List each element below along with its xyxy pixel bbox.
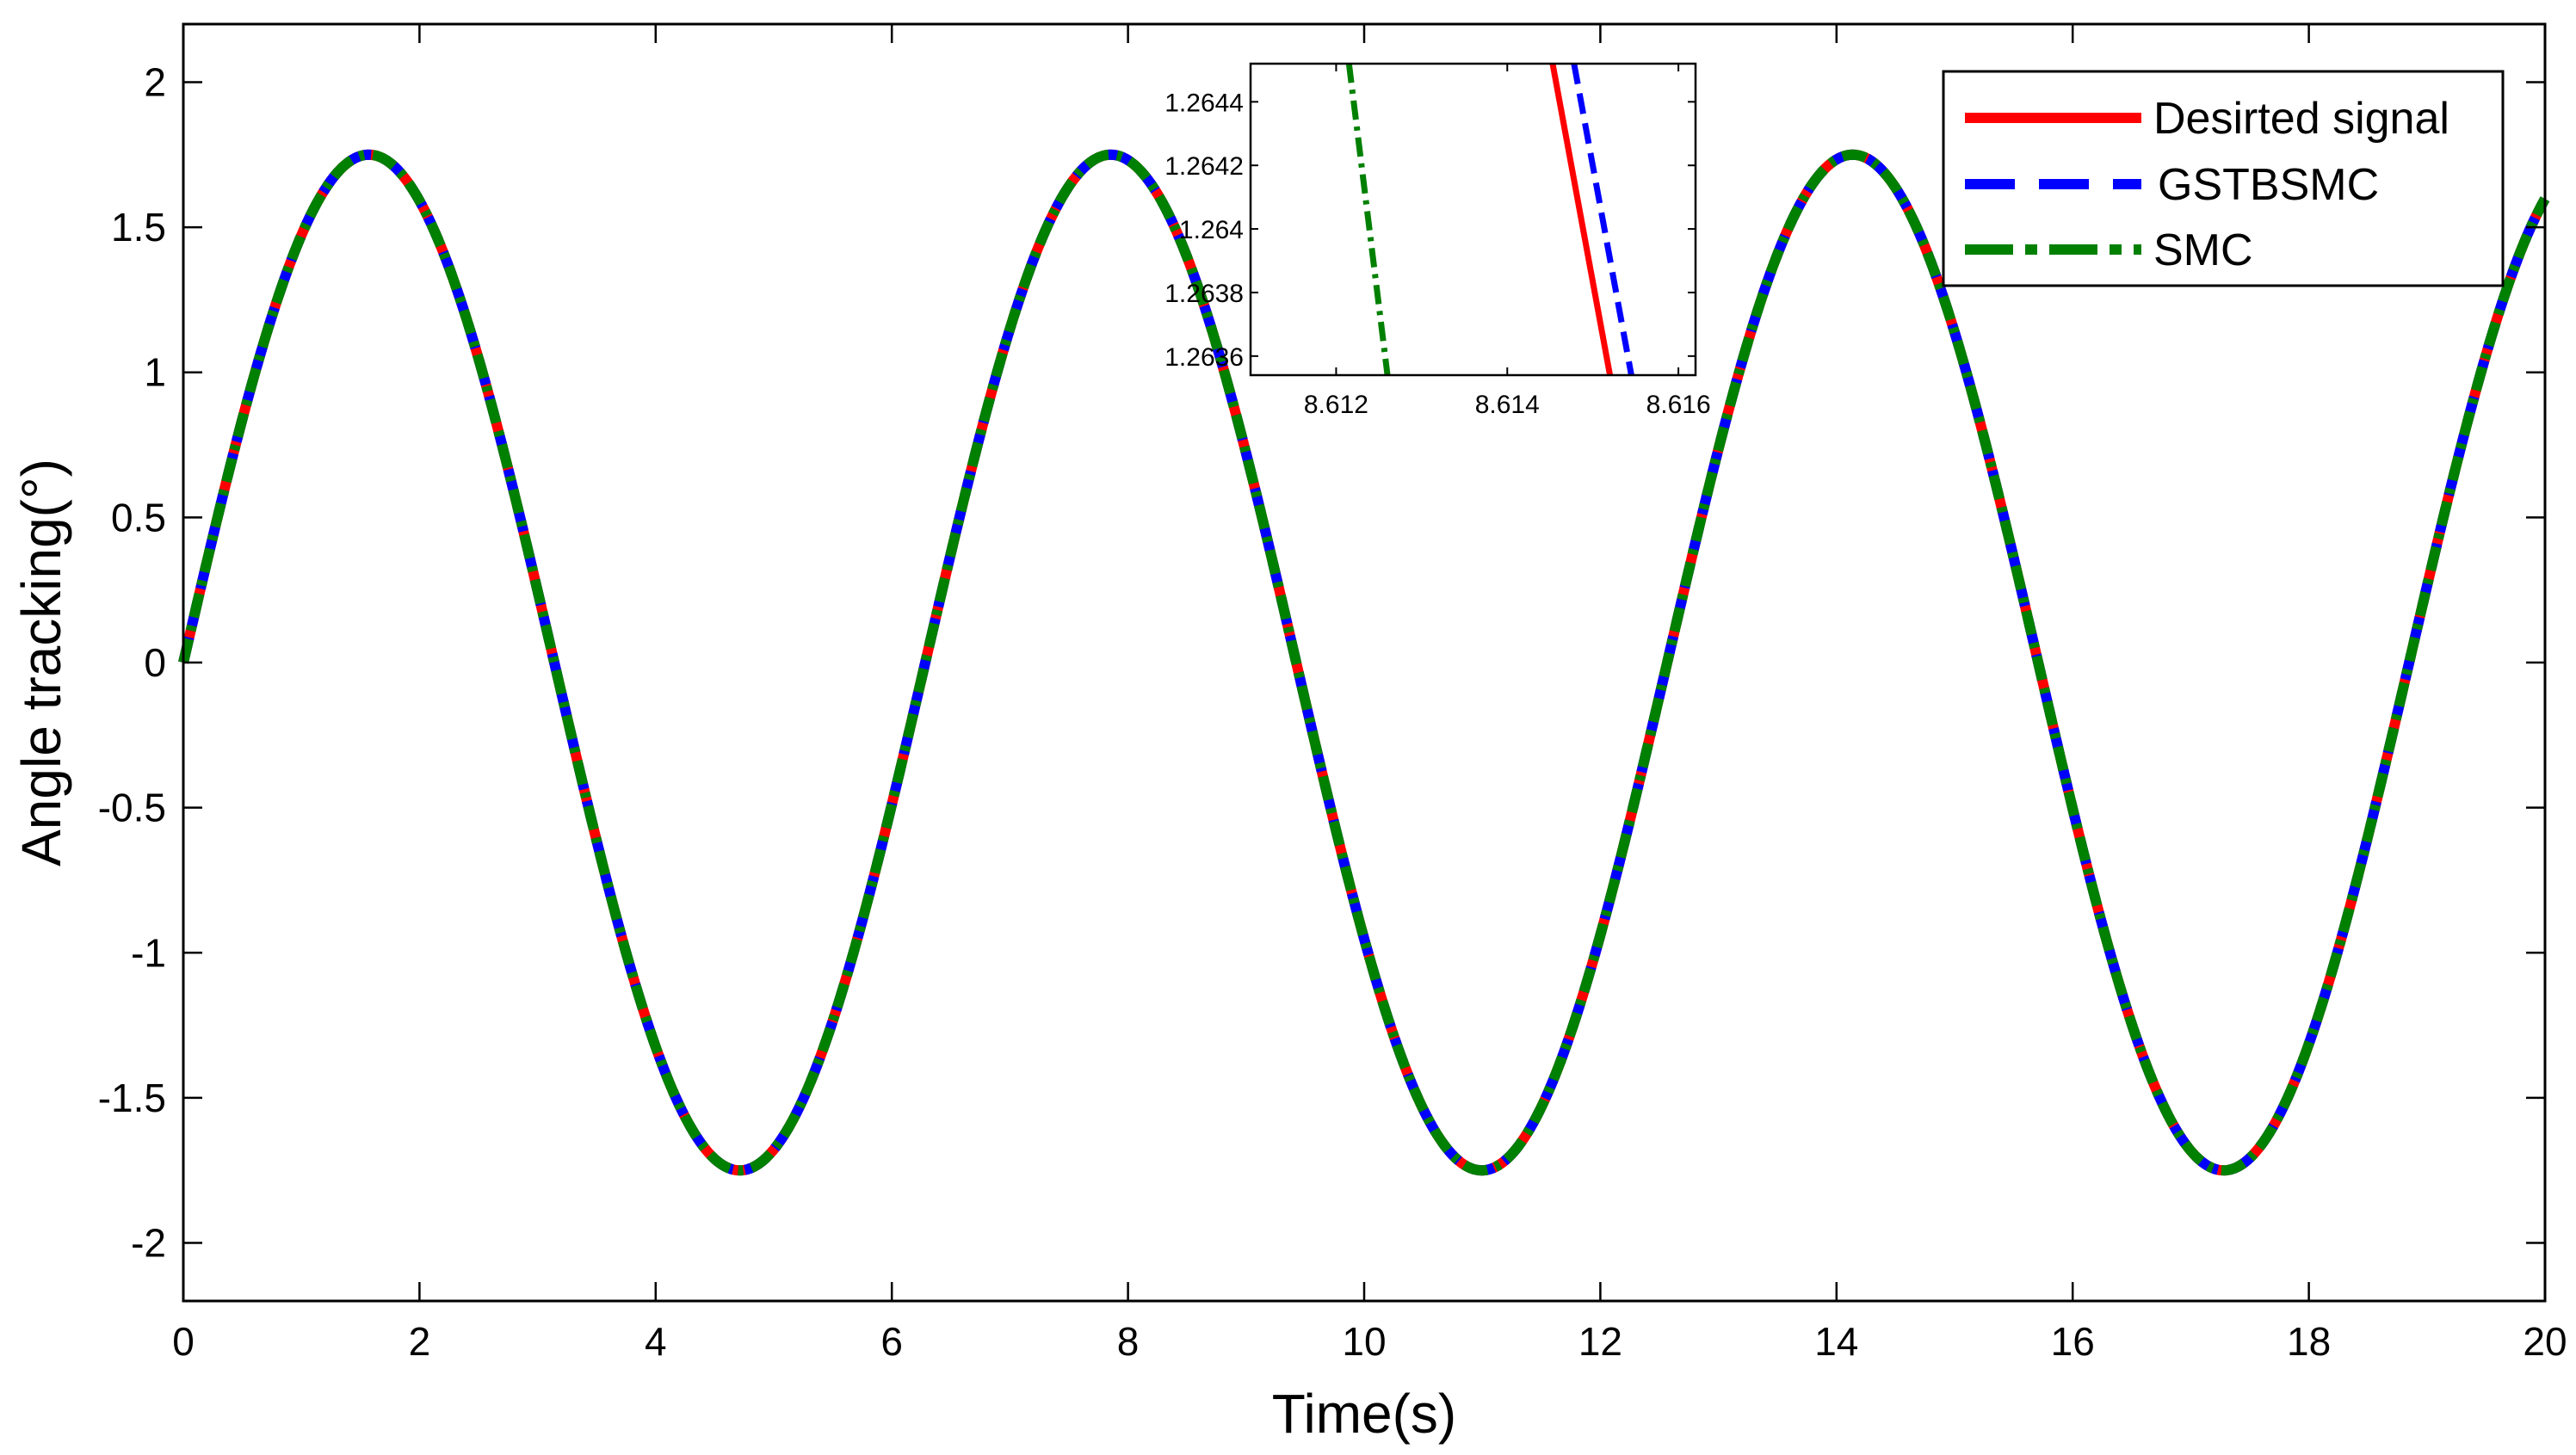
- x-tick-label: 2: [409, 1319, 431, 1364]
- inset-series-line-gstbsmc: [1571, 64, 1634, 375]
- inset-zoom-plot: 8.612 8.614 8.616 1.26361.26381.2641.26421…: [1164, 62, 1711, 419]
- x-tick-label: 6: [880, 1319, 903, 1364]
- y-tick-label: -2: [131, 1221, 166, 1266]
- inset-plot-area: [1251, 64, 1696, 375]
- x-tick-label: 8: [1117, 1319, 1140, 1364]
- legend: Desirted signal GSTBSMC SMC: [1942, 70, 2505, 287]
- y-tick-label: -0.5: [98, 786, 166, 830]
- x-tick-label: 4: [645, 1319, 667, 1364]
- y-tick-label: 1.5: [111, 205, 166, 250]
- main-y-ticks: -2 -1.5 -1 -0.5 0 0.5 1 1.5 2: [98, 59, 2545, 1266]
- inset-series-line-desirted-signal: [1549, 64, 1614, 375]
- inset-x-tick-label: 8.612: [1304, 391, 1368, 419]
- x-tick-label: 20: [2523, 1319, 2567, 1364]
- inset-y-tick-label: 1.2636: [1164, 343, 1244, 372]
- inset-y-tick-label: 1.2644: [1164, 89, 1244, 117]
- inset-x-ticks: 8.612 8.614 8.616: [1304, 64, 1711, 419]
- legend-label-smc: SMC: [2153, 225, 2253, 275]
- inset-x-tick-label: 8.616: [1646, 391, 1711, 419]
- main-x-ticks: 0 2 4 6 8 10 12 14 16 18 20: [172, 24, 2567, 1364]
- x-tick-label: 12: [1578, 1319, 1622, 1364]
- y-tick-label: 1: [144, 350, 166, 395]
- main-series-group: [178, 149, 2550, 1176]
- x-tick-label: 10: [1342, 1319, 1386, 1364]
- y-tick-label: 2: [144, 59, 166, 104]
- inset-plot-frame: [1249, 62, 1697, 377]
- inset-y-tick-label: 1.2638: [1164, 280, 1244, 308]
- inset-y-tick-label: 1.2642: [1164, 152, 1244, 181]
- series-line-smc: [178, 149, 2550, 1176]
- x-tick-label: 16: [2051, 1319, 2095, 1364]
- inset-series-group: [1345, 64, 1634, 375]
- y-tick-label: 0.5: [111, 495, 166, 539]
- y-tick-label: 0: [144, 640, 166, 685]
- x-tick-label: 18: [2287, 1319, 2331, 1364]
- legend-label-desired-signal: Desirted signal: [2153, 94, 2449, 144]
- inset-series-line-smc: [1345, 64, 1391, 375]
- x-tick-label: 0: [172, 1319, 195, 1364]
- y-axis-label: Angle tracking(°): [10, 459, 72, 866]
- inset-x-tick-label: 8.614: [1475, 391, 1540, 419]
- legend-label-gstbsmc: GSTBSMC: [2158, 160, 2379, 210]
- x-tick-label: 14: [1814, 1319, 1858, 1364]
- inset-y-tick-label: 1.264: [1179, 216, 1244, 244]
- y-tick-label: -1.5: [98, 1076, 166, 1120]
- y-tick-label: -1: [131, 930, 166, 975]
- x-axis-label: Time(s): [1272, 1383, 1456, 1445]
- inset-y-ticks: 1.2636 1.2638 1.264 1.2642 1.2644: [1164, 89, 1696, 372]
